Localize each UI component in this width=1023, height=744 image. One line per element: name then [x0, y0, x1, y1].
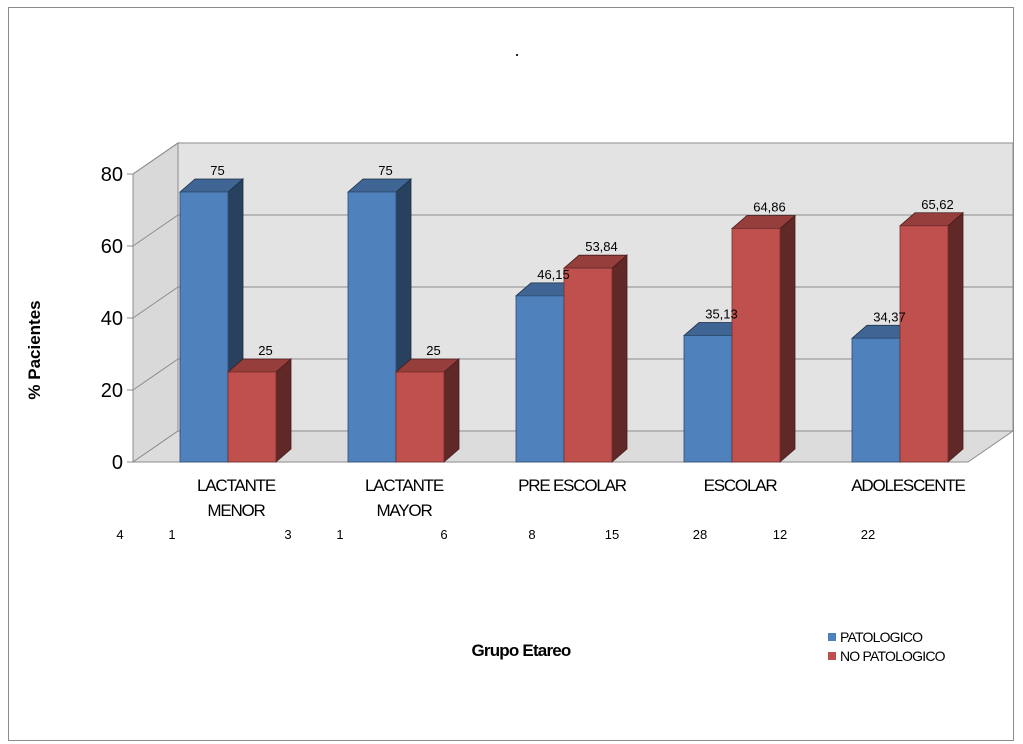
count-label: 28 [693, 527, 707, 542]
count-label: 8 [528, 527, 535, 542]
data-label: 75 [378, 163, 392, 178]
gridline [132, 142, 1013, 175]
bar-no-patologico [899, 225, 949, 463]
bar-patologico [347, 191, 397, 463]
legend-swatch-no-patologico [828, 652, 836, 660]
bar-patologico [683, 335, 733, 463]
data-label: 46,15 [537, 267, 570, 282]
count-label: 15 [605, 527, 619, 542]
bar-side [947, 211, 964, 463]
category-label: PRE ESCOLAR [518, 476, 627, 495]
legend-label-no-patologico: NO PATOLOGICO [840, 648, 946, 664]
legend: PATOLOGICO NO PATOLOGICO [828, 629, 946, 664]
data-label: 34,37 [873, 309, 906, 324]
y-tick-label: 60 [101, 236, 123, 258]
legend-swatch-patologico [828, 633, 836, 641]
bar-no-patologico [227, 371, 277, 463]
y-tick-label: 20 [101, 380, 123, 402]
count-label: 3 [284, 527, 291, 542]
chart-title: . [514, 40, 519, 60]
bar-patologico [179, 191, 229, 463]
count-label: 12 [773, 527, 787, 542]
x-axis-label: Grupo Etareo [471, 641, 570, 660]
bar-side [611, 254, 628, 463]
labels: 0 20 40 60 80 75 25 LACTANTE MENOR 4 1 75 25 LACTANTE… [101, 163, 967, 542]
legend-label-patologico: PATOLOGICO [840, 629, 923, 645]
category-label: ESCOLAR [704, 476, 778, 495]
y-tick-label: 0 [112, 452, 123, 474]
bar-no-patologico [395, 371, 445, 463]
category-label: MAYOR [376, 501, 432, 520]
data-label: 65,62 [921, 197, 954, 212]
count-label: 1 [336, 527, 343, 542]
data-label: 25 [258, 343, 272, 358]
bar-side [779, 214, 796, 463]
bars [178, 178, 965, 463]
category-label: LACTANTE [197, 476, 276, 495]
y-axis-label: % Pacientes [25, 300, 44, 399]
bar-no-patologico [731, 228, 781, 463]
count-label: 22 [861, 527, 875, 542]
data-label: 25 [426, 343, 440, 358]
count-label: 4 [116, 527, 123, 542]
category-label: LACTANTE [365, 476, 444, 495]
gridline [132, 214, 1013, 247]
data-label: 64,86 [753, 200, 786, 215]
data-label: 53,84 [585, 239, 618, 254]
data-label: 35,13 [705, 307, 738, 322]
count-label: 1 [168, 527, 175, 542]
bar-patologico [851, 337, 901, 463]
bar-patologico [515, 295, 565, 463]
count-label: 6 [440, 527, 447, 542]
bar-side [443, 358, 460, 463]
category-label: ADOLESCENTE [851, 476, 965, 495]
data-label: 75 [210, 163, 224, 178]
bar-side [275, 358, 292, 463]
bar-no-patologico [563, 267, 613, 463]
y-tick-label: 40 [101, 308, 123, 330]
category-label: MENOR [207, 501, 265, 520]
y-tick-label: 80 [101, 164, 123, 186]
